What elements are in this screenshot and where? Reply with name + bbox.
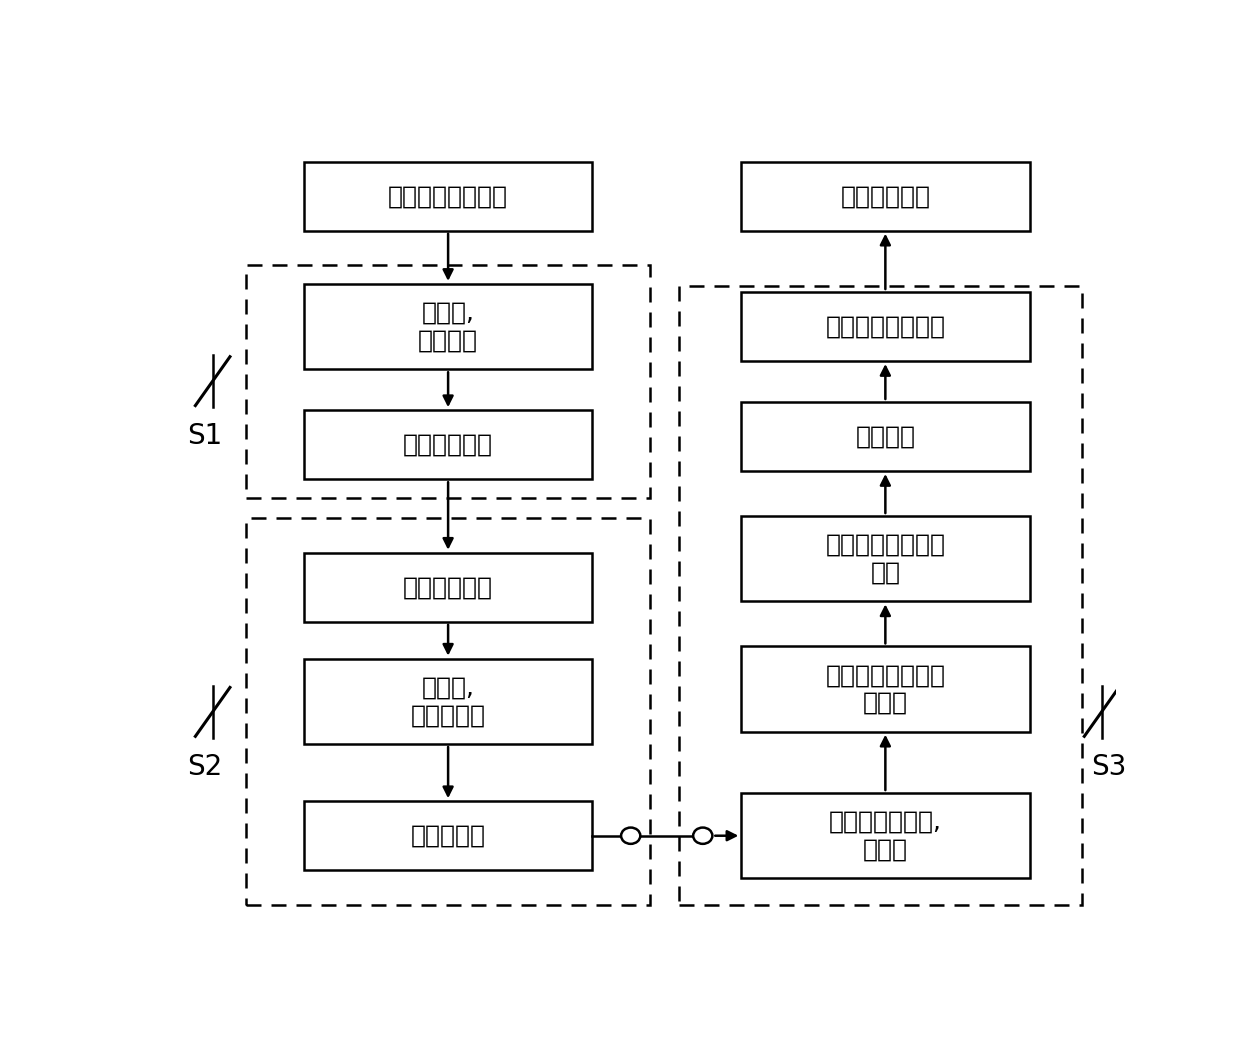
Circle shape	[621, 827, 640, 844]
Text: 雷管编码图像采集: 雷管编码图像采集	[388, 184, 508, 208]
Bar	[247, 518, 650, 905]
Bar	[742, 646, 1029, 732]
Text: 灰度化,
高斯平滑: 灰度化, 高斯平滑	[418, 300, 479, 352]
Circle shape	[693, 827, 712, 844]
Text: S1: S1	[187, 422, 223, 450]
Bar	[742, 516, 1029, 602]
Bar	[304, 552, 593, 622]
Text: 输出定位结果: 输出定位结果	[841, 184, 930, 208]
Text: 拉普拉斯锐化: 拉普拉斯锐化	[403, 433, 494, 457]
Bar	[742, 292, 1029, 361]
Bar	[304, 801, 593, 871]
Text: S2: S2	[187, 752, 223, 781]
Bar	[678, 286, 1083, 905]
Text: 概率霍夫变换直线
段拟合: 概率霍夫变换直线 段拟合	[826, 663, 945, 715]
Bar	[742, 162, 1029, 231]
Text: 粗定位图像增强,
二值化: 粗定位图像增强, 二值化	[828, 809, 942, 861]
Text: 旋转变换: 旋转变换	[856, 424, 915, 449]
Text: 确定编码位置范围: 确定编码位置范围	[826, 314, 945, 339]
Bar	[304, 658, 593, 744]
Bar	[742, 402, 1029, 471]
Bar	[304, 411, 593, 479]
Text: 竖直边缘检测: 竖直边缘检测	[403, 576, 494, 599]
Text: 连通域筛选: 连通域筛选	[410, 824, 486, 847]
Bar	[304, 284, 593, 369]
Bar	[742, 792, 1029, 878]
Bar	[304, 162, 593, 231]
Text: 雷管编码倾斜角度
估计: 雷管编码倾斜角度 估计	[826, 533, 945, 585]
Text: 二值化,
闭运算操作: 二值化, 闭运算操作	[410, 675, 486, 727]
Text: S3: S3	[1091, 752, 1127, 781]
Bar	[247, 266, 650, 497]
